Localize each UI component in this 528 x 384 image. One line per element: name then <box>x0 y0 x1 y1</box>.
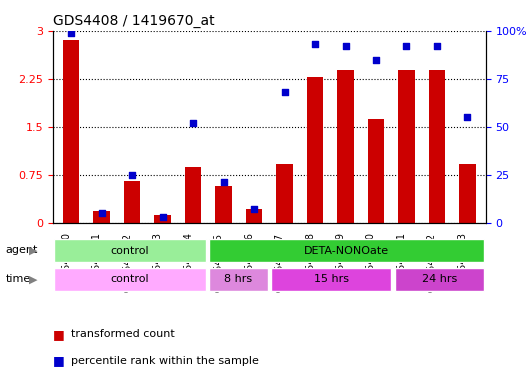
Point <box>67 30 76 36</box>
Bar <box>429 70 445 223</box>
Text: 8 hrs: 8 hrs <box>224 274 252 285</box>
Bar <box>93 211 110 223</box>
Bar <box>124 181 140 223</box>
FancyBboxPatch shape <box>394 268 484 291</box>
Point <box>219 179 228 185</box>
Point <box>158 214 167 220</box>
FancyBboxPatch shape <box>54 268 206 291</box>
Point <box>128 172 136 178</box>
Point <box>189 120 197 126</box>
Point <box>311 41 319 47</box>
Point <box>341 43 350 49</box>
Point <box>433 43 441 49</box>
Text: control: control <box>111 274 149 285</box>
FancyBboxPatch shape <box>271 268 391 291</box>
Text: percentile rank within the sample: percentile rank within the sample <box>71 356 259 366</box>
Bar <box>276 164 293 223</box>
Text: control: control <box>111 245 149 256</box>
Bar <box>398 70 415 223</box>
Bar <box>185 167 202 223</box>
Bar <box>307 77 323 223</box>
Bar <box>63 40 80 223</box>
Bar <box>154 215 171 223</box>
Point <box>402 43 411 49</box>
Text: ■: ■ <box>53 328 64 341</box>
Point <box>250 206 258 212</box>
Bar <box>459 164 476 223</box>
Point <box>280 89 289 95</box>
Bar <box>246 209 262 223</box>
Text: ▶: ▶ <box>29 245 37 255</box>
FancyBboxPatch shape <box>209 268 268 291</box>
Text: ▶: ▶ <box>29 274 37 284</box>
Text: 24 hrs: 24 hrs <box>422 274 457 285</box>
Text: agent: agent <box>5 245 37 255</box>
Text: ■: ■ <box>53 354 64 367</box>
Text: 15 hrs: 15 hrs <box>314 274 348 285</box>
Bar <box>367 119 384 223</box>
FancyBboxPatch shape <box>209 239 484 262</box>
Text: DETA-NONOate: DETA-NONOate <box>304 245 389 256</box>
Bar <box>215 186 232 223</box>
Point <box>97 210 106 216</box>
Text: transformed count: transformed count <box>71 329 175 339</box>
Point <box>372 56 380 63</box>
Text: time: time <box>5 274 31 284</box>
Text: GDS4408 / 1419670_at: GDS4408 / 1419670_at <box>53 14 214 28</box>
Bar <box>337 70 354 223</box>
FancyBboxPatch shape <box>54 239 206 262</box>
Point <box>463 114 472 120</box>
